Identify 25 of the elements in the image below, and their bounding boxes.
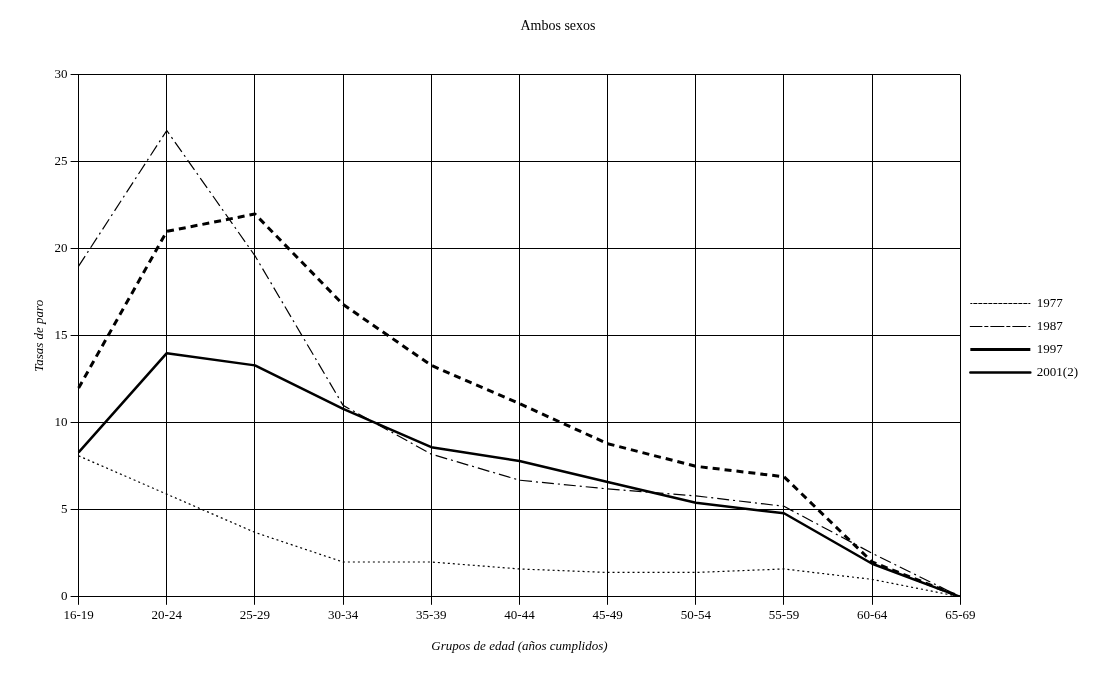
y-tick-label: 10 — [54, 414, 68, 430]
x-axis-title: Grupos de edad (años cumplidos) — [431, 637, 608, 653]
y-tick-label: 30 — [54, 66, 68, 82]
x-tick-label: 40-44 — [504, 607, 536, 623]
legend-label: 2001(2) — [1036, 363, 1079, 379]
x-tick-label: 60-64 — [857, 607, 888, 623]
x-tick-label: 50-54 — [680, 607, 712, 623]
x-tick-label: 16-19 — [63, 607, 94, 623]
x-tick-label: 45-49 — [592, 607, 623, 623]
y-axis-title: Tasas de paro — [31, 299, 47, 372]
x-tick-label: 55-59 — [768, 607, 800, 623]
x-tick-label: 65-69 — [945, 607, 976, 623]
x-tick-label: 30-34 — [327, 607, 359, 623]
y-tick-label: 20 — [54, 240, 68, 256]
x-tick-label: 20-24 — [151, 607, 183, 623]
y-tick-label: 25 — [54, 153, 68, 169]
chart-title: Ambos sexos — [520, 18, 596, 34]
legend-label: 1987 — [1036, 317, 1064, 333]
x-tick-label: 25-29 — [239, 607, 271, 623]
x-tick-label: 35-39 — [416, 607, 447, 623]
y-tick-label: 15 — [54, 327, 68, 343]
y-tick-label: 5 — [61, 501, 68, 517]
legend-label: 1977 — [1036, 294, 1064, 310]
y-tick-label: 0 — [61, 588, 68, 604]
legend-label: 1997 — [1036, 340, 1064, 356]
